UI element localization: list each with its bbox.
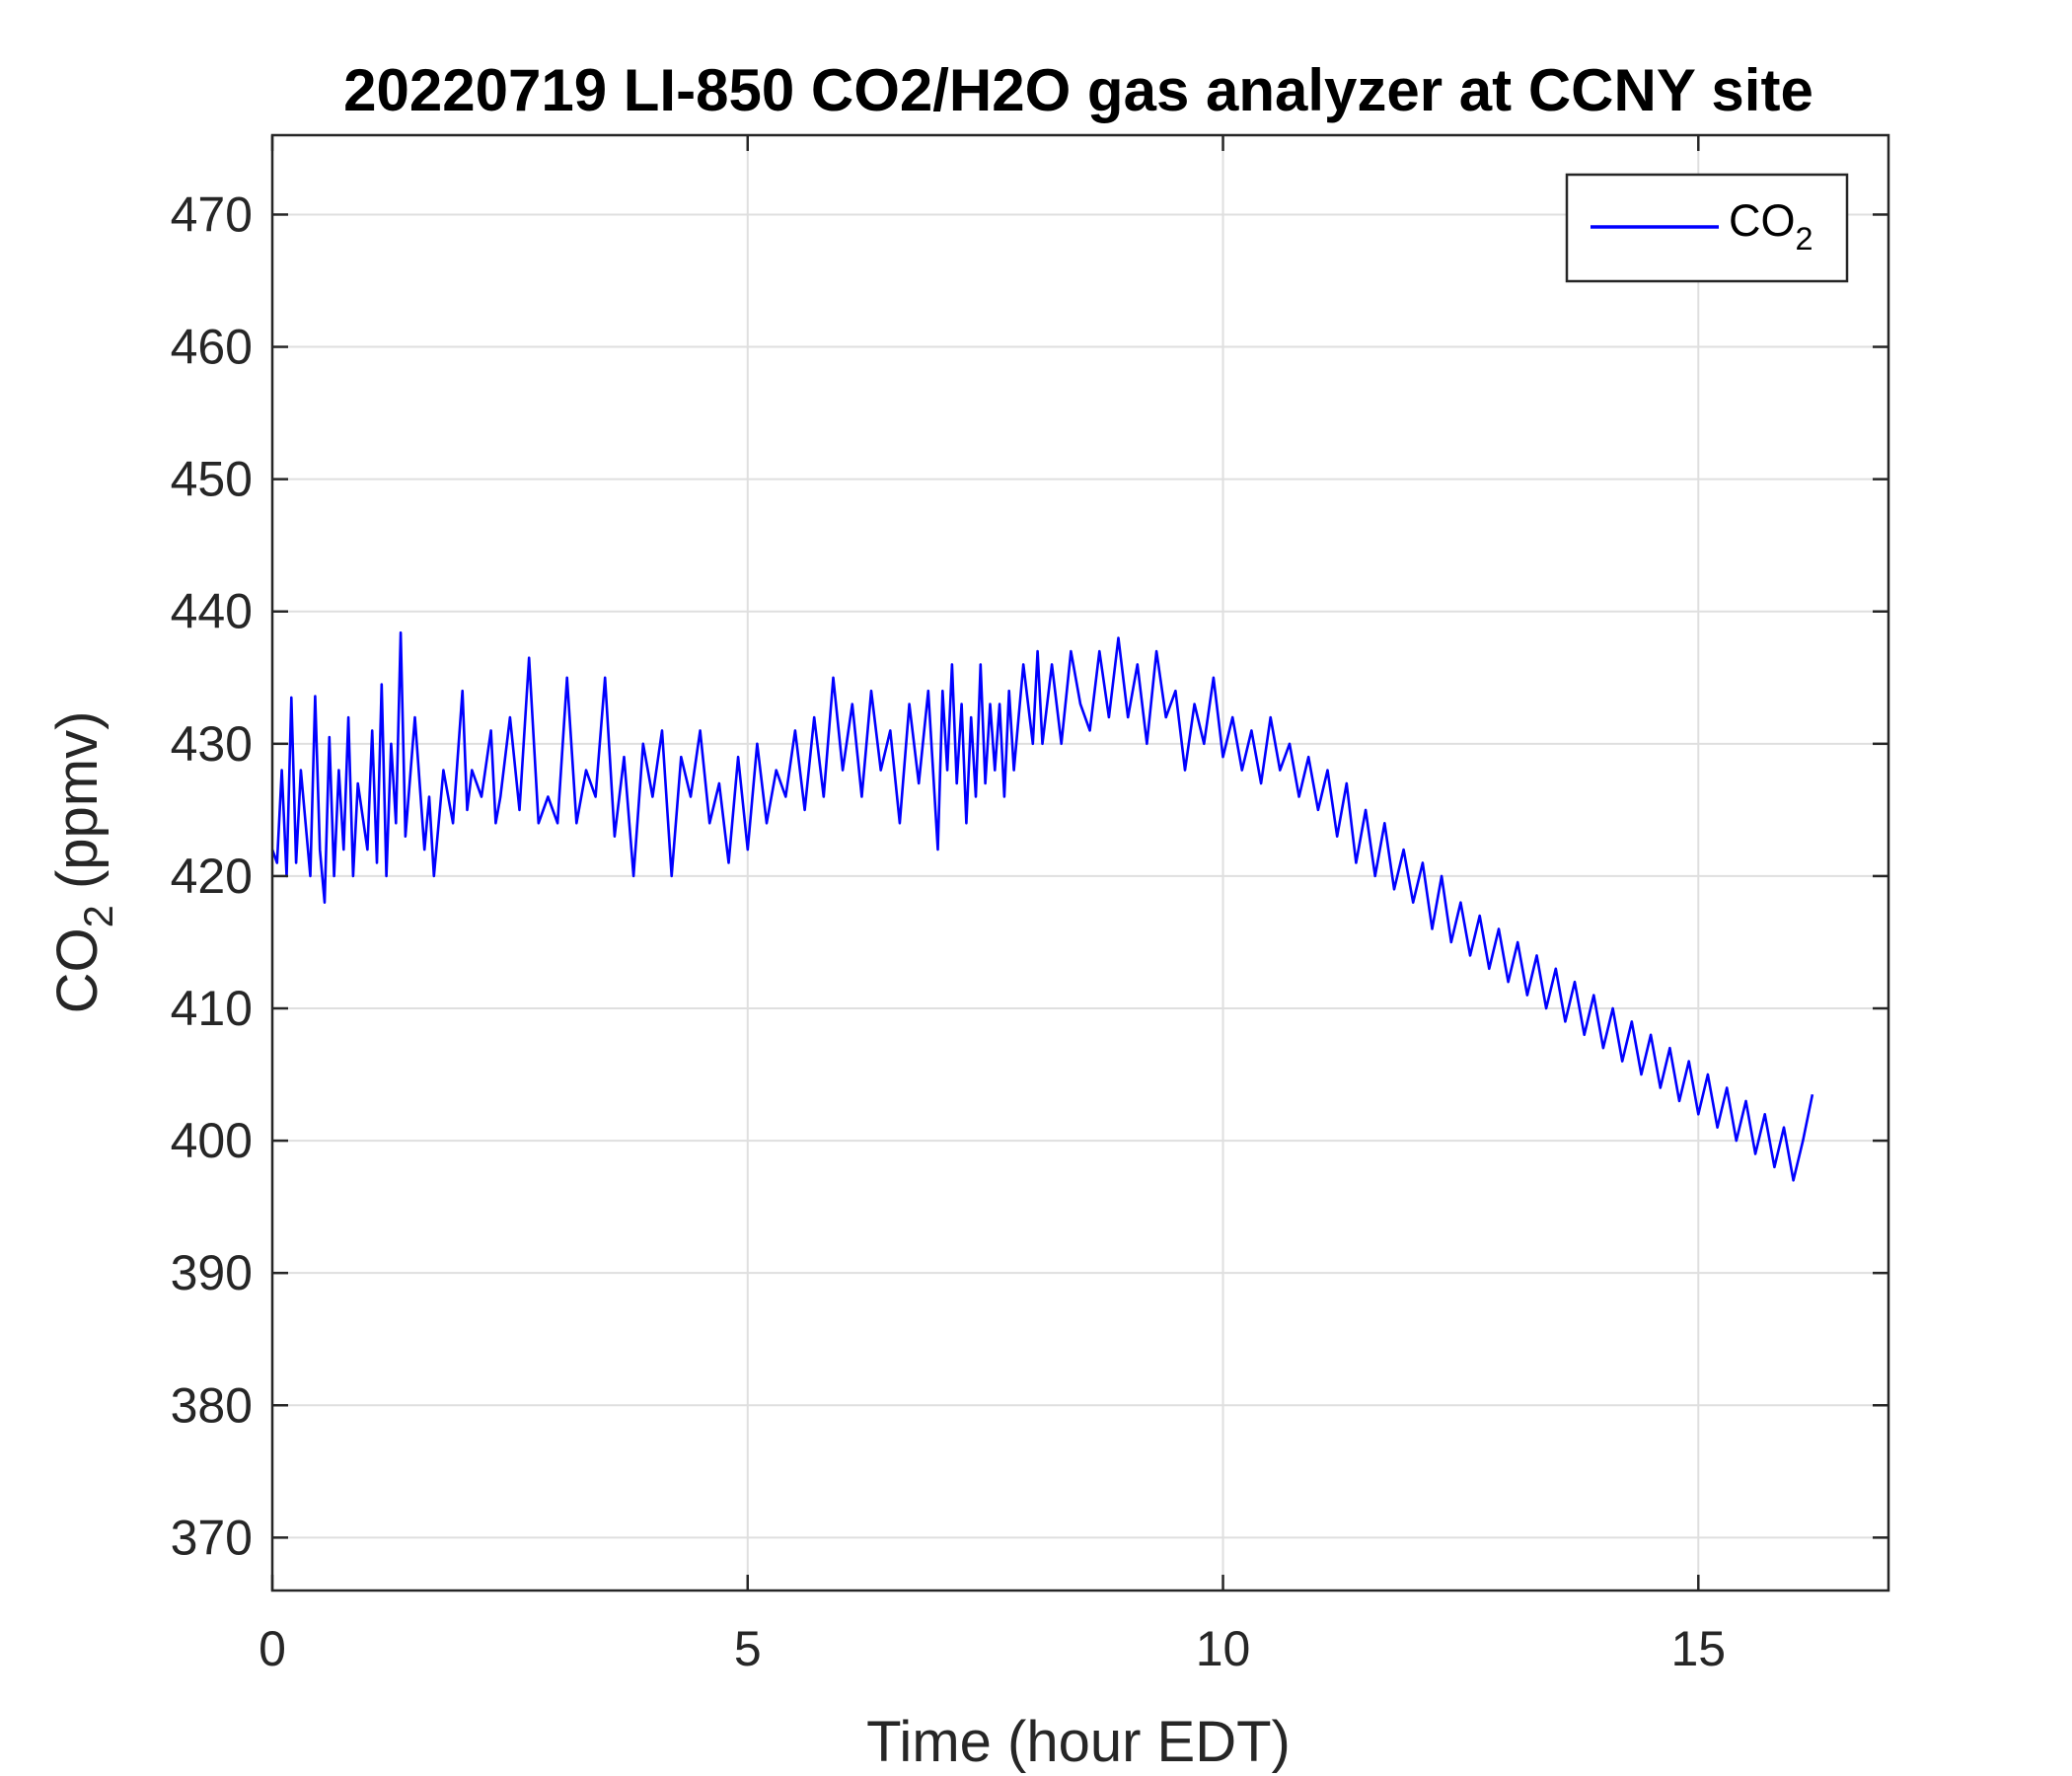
legend-label-co2: CO2 (1729, 195, 1813, 257)
y-tick-label: 470 (171, 186, 253, 242)
x-tick-label: 5 (734, 1621, 762, 1676)
y-tick-label: 440 (171, 584, 253, 639)
axes-box (270, 133, 1890, 1592)
y-axis-label-subscript: 2 (75, 905, 121, 927)
y-tick-label: 430 (171, 716, 253, 772)
chart-title: 20220719 LI-850 CO2/H2O gas analyzer at … (343, 57, 1813, 123)
y-axis-label: CO2 (ppmv) (45, 711, 121, 1014)
y-tick-label: 450 (171, 452, 253, 507)
x-axis-label: Time (hour EDT) (866, 1710, 1291, 1774)
plot-area (272, 135, 1888, 1591)
y-axis-label-main: CO (45, 927, 110, 1013)
y-tick-label: 410 (171, 981, 253, 1036)
grid (271, 135, 1888, 1591)
ticks: 0 5 10 15 370 380 390 400 410 420 430 440 450 460 470 (171, 135, 1888, 1676)
legend-label-main: CO (1729, 195, 1796, 246)
legend-label-subscript: 2 (1796, 221, 1813, 257)
x-tick-label: 10 (1196, 1621, 1251, 1676)
legend: CO2 (1565, 173, 1849, 283)
x-tick-label: 0 (259, 1621, 286, 1676)
y-tick-label: 380 (171, 1377, 253, 1433)
y-tick-label: 390 (171, 1245, 253, 1300)
y-tick-label: 370 (171, 1510, 253, 1565)
y-tick-label: 400 (171, 1113, 253, 1168)
y-tick-label: 460 (171, 320, 253, 375)
y-tick-label: 420 (171, 849, 253, 904)
x-tick-label: 15 (1670, 1621, 1726, 1676)
series-line-co2 (270, 630, 1814, 1182)
data-layer (270, 630, 1814, 1182)
y-axis-label-units: (ppmv) (45, 711, 110, 906)
